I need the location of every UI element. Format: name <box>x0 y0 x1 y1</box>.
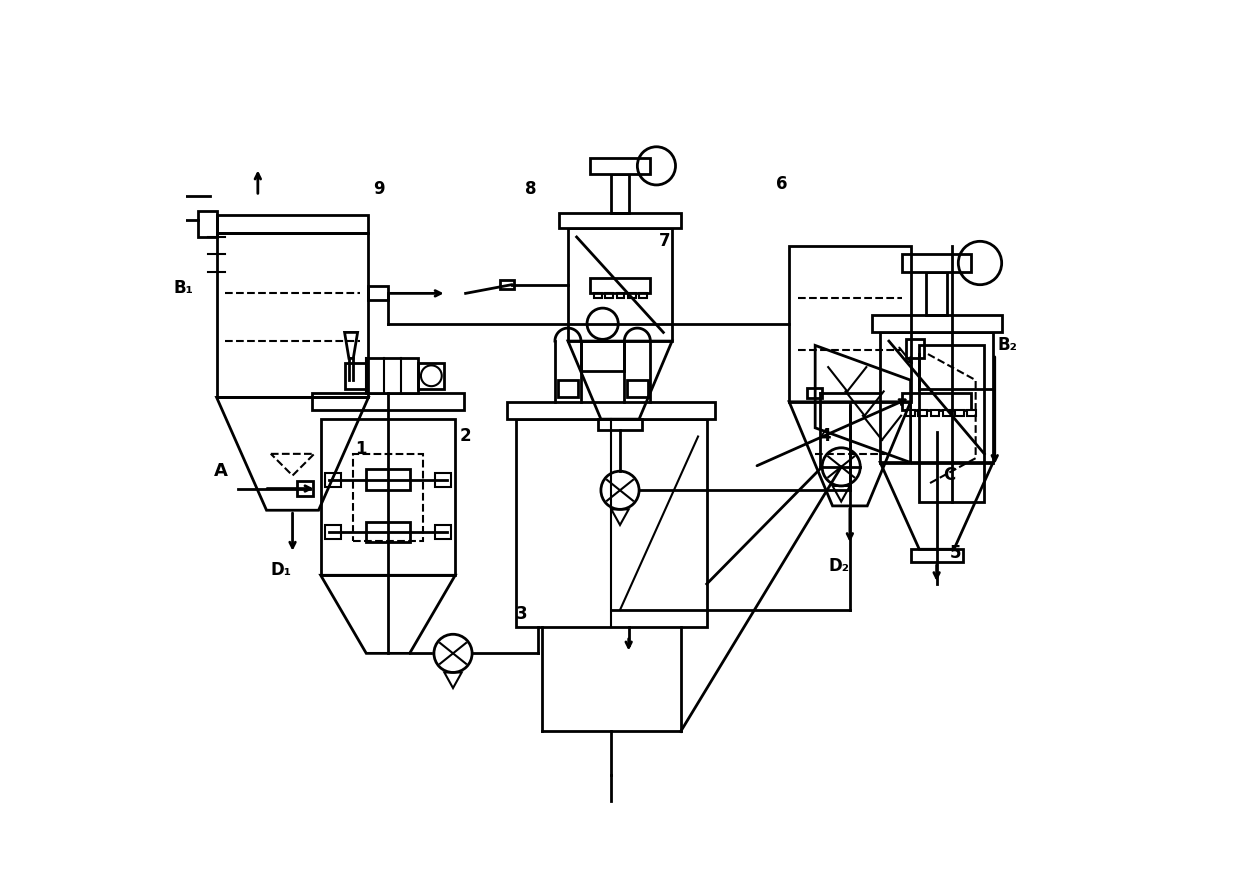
Text: 6: 6 <box>776 175 787 193</box>
Bar <box>558 380 578 397</box>
Bar <box>616 293 624 298</box>
Bar <box>217 232 368 397</box>
Text: D₁: D₁ <box>270 561 291 580</box>
Text: 1: 1 <box>356 440 367 457</box>
Bar <box>880 333 993 463</box>
Bar <box>919 346 985 502</box>
Bar <box>910 549 962 562</box>
Bar <box>353 454 423 540</box>
Bar <box>321 419 455 575</box>
Text: A: A <box>215 462 228 479</box>
Text: 8: 8 <box>525 180 536 197</box>
Bar <box>582 341 624 371</box>
Bar <box>926 272 947 315</box>
Bar <box>611 174 629 213</box>
Bar <box>594 293 601 298</box>
Bar <box>298 481 312 497</box>
Text: D₂: D₂ <box>828 557 849 575</box>
Text: 5: 5 <box>950 544 961 562</box>
Bar <box>435 473 451 487</box>
Text: 7: 7 <box>658 231 671 250</box>
Bar <box>789 245 910 402</box>
Bar <box>435 525 451 539</box>
Bar <box>325 525 341 539</box>
Bar <box>559 213 681 229</box>
Bar <box>930 410 939 416</box>
Bar <box>368 286 388 300</box>
Bar <box>599 419 641 430</box>
Bar <box>901 254 971 272</box>
Text: B₁: B₁ <box>174 279 193 298</box>
Bar <box>590 158 650 174</box>
Bar <box>906 410 915 416</box>
Bar <box>197 211 217 237</box>
Bar <box>627 380 647 397</box>
Bar <box>627 293 636 298</box>
Bar <box>500 280 515 289</box>
Bar <box>418 363 444 388</box>
Bar <box>217 216 368 232</box>
Bar <box>366 470 409 491</box>
Text: 9: 9 <box>373 180 384 197</box>
Bar <box>906 340 924 359</box>
Bar <box>955 410 963 416</box>
Bar <box>312 393 464 410</box>
Bar <box>901 393 971 410</box>
Bar <box>345 363 366 388</box>
Text: B₂: B₂ <box>997 336 1017 354</box>
Bar <box>872 315 1002 333</box>
Bar <box>590 278 650 293</box>
Bar <box>325 473 341 487</box>
Text: 4: 4 <box>820 427 831 445</box>
Bar <box>605 293 613 298</box>
Bar <box>366 359 418 393</box>
Text: 3: 3 <box>516 605 527 622</box>
Bar <box>568 229 672 341</box>
Bar <box>639 293 647 298</box>
Text: C: C <box>944 466 955 484</box>
Bar <box>806 388 822 398</box>
Bar <box>366 521 409 542</box>
Bar <box>507 402 715 419</box>
Bar <box>942 410 951 416</box>
Bar <box>967 410 976 416</box>
Bar <box>919 410 928 416</box>
Text: 2: 2 <box>460 427 471 445</box>
Bar <box>516 419 707 628</box>
